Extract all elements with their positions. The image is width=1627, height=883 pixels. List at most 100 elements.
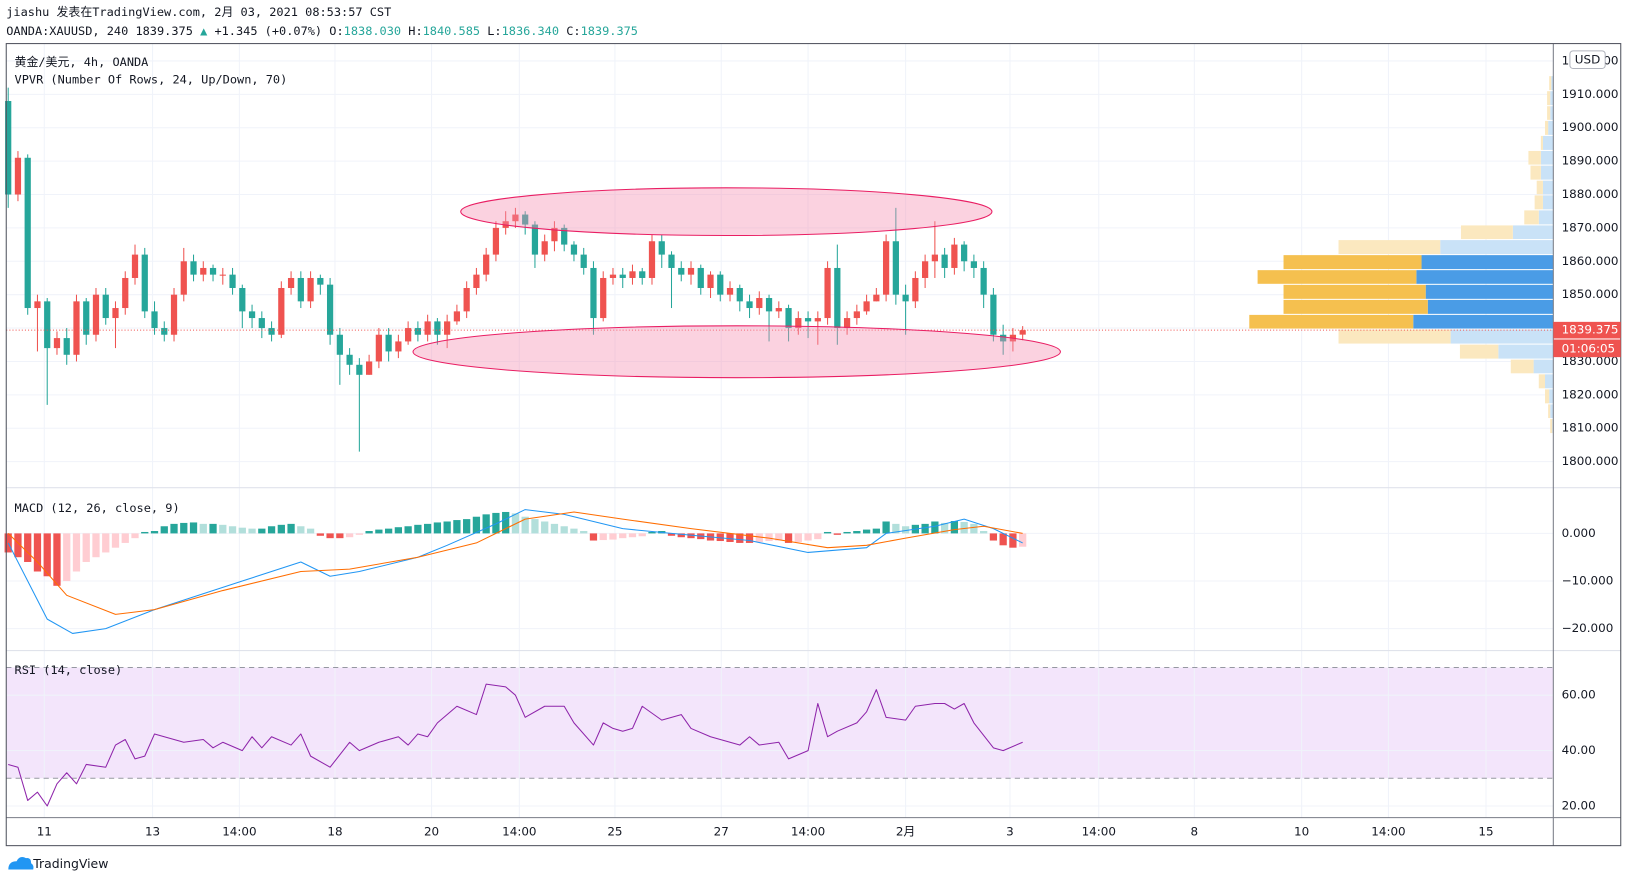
annotations bbox=[412, 187, 1061, 379]
volume-down bbox=[1530, 165, 1541, 180]
macd-histogram-bar bbox=[111, 533, 120, 548]
macd-histogram-bar bbox=[258, 528, 266, 534]
volume-down bbox=[1528, 150, 1541, 165]
candle-body bbox=[385, 334, 392, 352]
candle-body bbox=[190, 261, 197, 275]
candle-body bbox=[53, 338, 61, 349]
macd-histogram-bar bbox=[823, 531, 832, 534]
macd-histogram-bar bbox=[238, 527, 246, 534]
candle-body bbox=[814, 318, 821, 322]
ohlc-value: 1836.340 bbox=[502, 24, 559, 38]
macd-histogram-bar bbox=[901, 526, 910, 534]
candle-body bbox=[522, 214, 529, 225]
volume-down bbox=[1524, 210, 1539, 225]
macd-histogram-bar bbox=[541, 521, 549, 534]
vpvr-legend: VPVR (Number Of Rows, 24, Up/Down, 70) bbox=[15, 72, 288, 86]
volume-down bbox=[1536, 180, 1543, 195]
macd-histogram-bar bbox=[502, 511, 510, 534]
candle-body bbox=[375, 334, 382, 362]
macd-histogram-bar bbox=[336, 533, 344, 539]
candle-body bbox=[151, 311, 158, 329]
candle-body bbox=[531, 224, 539, 255]
macd-histogram-bar bbox=[784, 533, 793, 543]
y-tick-label: 1820.000 bbox=[1562, 387, 1619, 401]
volume-up bbox=[1498, 344, 1554, 359]
macd-histogram-bar bbox=[1019, 533, 1027, 547]
candle-body bbox=[326, 284, 334, 335]
change: +1.345 (+0.07%) bbox=[214, 24, 322, 38]
candle-body bbox=[931, 254, 938, 262]
candle-body bbox=[541, 241, 548, 255]
macd-histogram-bar bbox=[628, 533, 637, 538]
macd-histogram-bar bbox=[667, 533, 676, 536]
candle-body bbox=[239, 287, 246, 312]
overlay-layer: USD 1839.375 01:06:05 bbox=[1553, 50, 1621, 358]
rsi-legend: RSI (14, close) bbox=[15, 663, 123, 677]
brand: TradingView bbox=[8, 856, 108, 871]
candle-body bbox=[258, 318, 265, 329]
x-tick-label: 11 bbox=[37, 825, 52, 839]
volume-down bbox=[1249, 314, 1414, 329]
candle-body bbox=[512, 214, 519, 222]
brand-name: TradingView bbox=[32, 856, 108, 871]
x-tick-label: 14:00 bbox=[791, 825, 825, 839]
macd-histogram-bar bbox=[882, 521, 890, 534]
candle-body bbox=[668, 254, 675, 268]
change-arrow: ▲ bbox=[200, 24, 208, 38]
macd-histogram-bar bbox=[999, 533, 1007, 546]
candle-body bbox=[366, 361, 373, 375]
volume-down bbox=[1547, 106, 1551, 120]
volume-down bbox=[1538, 374, 1546, 389]
candle-body bbox=[629, 271, 636, 278]
volume-down bbox=[1510, 359, 1534, 374]
macd-histogram-bar bbox=[355, 533, 363, 535]
author-line: jiashu 发表在TradingView.com, 2月 03, 2021 0… bbox=[6, 5, 391, 19]
candle-body bbox=[873, 294, 880, 302]
volume-down bbox=[1550, 419, 1553, 434]
macd-histogram-bar bbox=[814, 533, 822, 540]
macd-histogram-bar bbox=[980, 531, 988, 534]
macd-histogram-bar bbox=[570, 528, 578, 534]
candle-body bbox=[44, 301, 51, 349]
macd-histogram-bar bbox=[638, 533, 646, 537]
macd-histogram-bar bbox=[794, 533, 802, 542]
candle-body bbox=[1019, 330, 1026, 335]
candle-body bbox=[424, 321, 431, 335]
volume-up bbox=[1533, 359, 1554, 374]
candle-body bbox=[853, 311, 860, 319]
volume-up bbox=[1540, 165, 1554, 180]
macd-histogram-bar bbox=[4, 533, 12, 553]
candle-body bbox=[785, 308, 792, 329]
candle-body bbox=[961, 244, 968, 262]
volume-down bbox=[1338, 329, 1451, 344]
price-tag-label: 1839.375 bbox=[1562, 323, 1619, 337]
volume-up bbox=[1540, 150, 1554, 165]
y-tick-label: 40.00 bbox=[1562, 743, 1596, 757]
candle-body bbox=[863, 301, 870, 312]
macd-histogram-bar bbox=[970, 523, 978, 534]
ohlc-key: O: bbox=[329, 24, 343, 38]
macd-histogram-bar bbox=[755, 533, 763, 542]
macd-histogram-bar bbox=[609, 533, 617, 540]
candle-body bbox=[170, 294, 178, 335]
x-tick-label: 13 bbox=[145, 825, 160, 839]
candle-body bbox=[5, 101, 12, 195]
candle-body bbox=[317, 277, 324, 285]
volume-down bbox=[1547, 91, 1551, 106]
macd-histogram-bar bbox=[92, 533, 100, 558]
macd-histogram-bar bbox=[463, 519, 471, 534]
macd-histogram-bar bbox=[677, 533, 685, 538]
candle-body bbox=[356, 364, 363, 375]
candle-body bbox=[463, 287, 470, 312]
macd-histogram-bar bbox=[1009, 533, 1017, 548]
volume-up bbox=[1427, 299, 1554, 314]
volume-up bbox=[1550, 91, 1554, 106]
candle-body bbox=[63, 338, 70, 355]
x-tick-label: 14:00 bbox=[222, 825, 256, 839]
macd-histogram-bar bbox=[150, 531, 159, 534]
candle-body bbox=[14, 157, 22, 195]
macd-histogram-bar bbox=[102, 533, 110, 553]
candle-body bbox=[414, 328, 421, 335]
candle-body bbox=[161, 328, 168, 335]
macd-histogram-bar bbox=[53, 533, 61, 586]
